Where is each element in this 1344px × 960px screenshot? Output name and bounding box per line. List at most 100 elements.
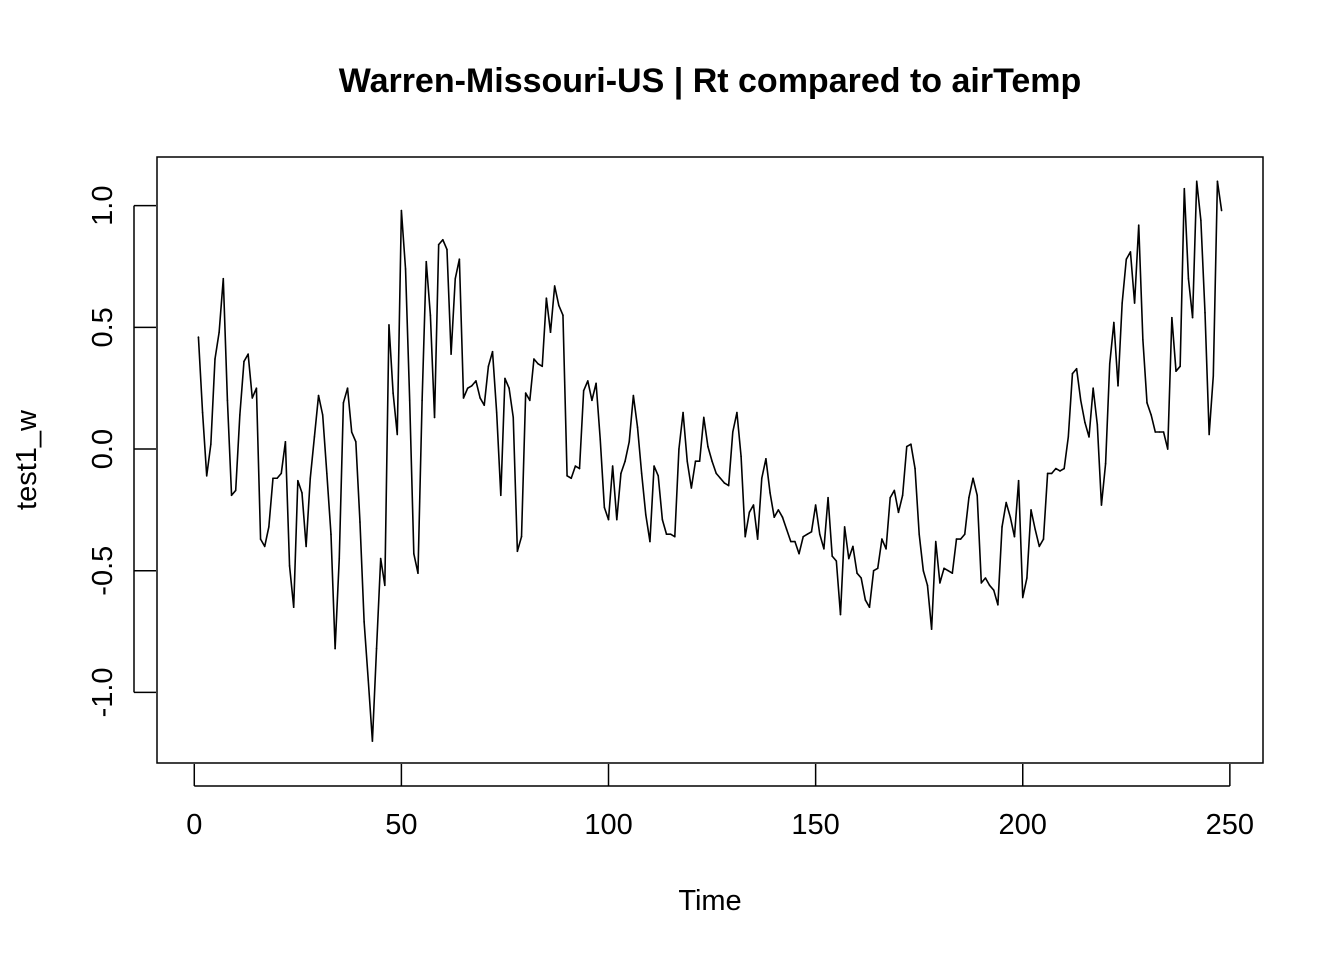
data-point-81 bbox=[529, 399, 531, 402]
data-point-240 bbox=[1187, 277, 1190, 280]
data-point-176 bbox=[922, 569, 925, 572]
data-point-76 bbox=[508, 387, 510, 390]
data-point-231 bbox=[1150, 414, 1152, 416]
y-tick-label: 1.0 bbox=[87, 186, 119, 226]
data-point-108 bbox=[640, 472, 643, 475]
data-point-203 bbox=[1034, 528, 1036, 531]
data-point-132 bbox=[740, 455, 742, 458]
data-point-102 bbox=[616, 518, 618, 521]
data-point-49 bbox=[396, 433, 399, 436]
data-point-196 bbox=[1005, 501, 1007, 504]
data-point-7 bbox=[222, 277, 225, 280]
chart-title: Warren-Missouri-US | Rt compared to airT… bbox=[339, 62, 1082, 100]
data-point-160 bbox=[856, 572, 858, 574]
data-point-194 bbox=[997, 604, 999, 606]
data-point-63 bbox=[454, 277, 457, 280]
data-point-65 bbox=[462, 397, 465, 399]
data-point-171 bbox=[901, 494, 904, 497]
data-point-197 bbox=[1009, 516, 1012, 518]
data-point-153 bbox=[827, 496, 829, 499]
data-point-15 bbox=[255, 387, 258, 390]
data-point-103 bbox=[620, 472, 622, 475]
data-point-86 bbox=[549, 331, 552, 334]
data-point-121 bbox=[694, 460, 697, 463]
data-point-111 bbox=[653, 465, 655, 467]
data-point-125 bbox=[711, 460, 713, 463]
data-point-163 bbox=[868, 606, 871, 609]
data-point-230 bbox=[1146, 402, 1148, 404]
data-point-47 bbox=[388, 324, 390, 326]
data-point-131 bbox=[736, 411, 738, 414]
data-point-198 bbox=[1013, 535, 1016, 538]
data-point-114 bbox=[665, 533, 668, 536]
data-point-45 bbox=[379, 557, 382, 560]
data-point-74 bbox=[500, 494, 502, 497]
data-point-27 bbox=[305, 545, 307, 548]
data-point-50 bbox=[400, 209, 403, 212]
data-point-148 bbox=[806, 533, 809, 536]
data-point-211 bbox=[1067, 436, 1070, 438]
data-point-130 bbox=[731, 431, 734, 433]
data-point-32 bbox=[326, 472, 328, 475]
data-point-120 bbox=[690, 487, 693, 489]
data-point-68 bbox=[475, 380, 477, 382]
data-point-5 bbox=[214, 358, 216, 360]
data-point-247 bbox=[1216, 180, 1219, 183]
data-point-235 bbox=[1166, 448, 1169, 450]
data-point-164 bbox=[872, 569, 875, 572]
x-tick-label: 0 bbox=[186, 809, 202, 841]
data-point-170 bbox=[897, 511, 900, 514]
data-point-188 bbox=[972, 477, 974, 480]
data-point-115 bbox=[669, 533, 672, 536]
data-point-191 bbox=[984, 577, 987, 579]
data-point-147 bbox=[802, 535, 804, 538]
data-point-229 bbox=[1142, 338, 1144, 341]
data-point-31 bbox=[321, 414, 324, 416]
data-point-226 bbox=[1129, 251, 1132, 253]
data-point-177 bbox=[926, 584, 929, 587]
data-point-35 bbox=[338, 557, 341, 560]
data-point-75 bbox=[504, 377, 506, 380]
data-point-214 bbox=[1079, 399, 1082, 402]
data-point-38 bbox=[350, 431, 353, 433]
data-point-228 bbox=[1137, 224, 1140, 226]
data-point-210 bbox=[1063, 467, 1065, 470]
data-point-84 bbox=[541, 365, 544, 368]
data-point-234 bbox=[1162, 431, 1165, 433]
data-point-54 bbox=[417, 572, 419, 574]
data-point-118 bbox=[682, 411, 684, 414]
data-point-227 bbox=[1133, 302, 1136, 304]
data-point-46 bbox=[384, 584, 386, 587]
y-tick-label: 0.5 bbox=[87, 307, 119, 347]
data-point-178 bbox=[930, 628, 933, 630]
data-point-202 bbox=[1030, 509, 1032, 511]
data-point-28 bbox=[309, 477, 312, 480]
data-point-109 bbox=[644, 513, 647, 516]
data-point-92 bbox=[574, 465, 577, 467]
data-point-222 bbox=[1113, 321, 1115, 324]
data-point-192 bbox=[988, 584, 991, 587]
data-point-187 bbox=[968, 496, 970, 499]
data-point-19 bbox=[272, 477, 274, 480]
data-point-71 bbox=[487, 365, 490, 368]
data-point-25 bbox=[297, 479, 299, 482]
data-point-218 bbox=[1096, 423, 1099, 426]
data-point-61 bbox=[446, 248, 448, 251]
data-point-206 bbox=[1046, 472, 1049, 475]
data-point-98 bbox=[599, 438, 602, 441]
data-point-48 bbox=[392, 392, 394, 394]
data-point-80 bbox=[524, 392, 527, 394]
data-point-172 bbox=[905, 445, 908, 448]
data-point-16 bbox=[259, 538, 262, 540]
data-point-159 bbox=[852, 545, 854, 548]
data-point-185 bbox=[959, 538, 962, 540]
data-point-78 bbox=[516, 550, 519, 553]
data-point-189 bbox=[976, 494, 978, 497]
data-point-224 bbox=[1121, 302, 1123, 304]
data-point-168 bbox=[889, 496, 891, 499]
data-point-57 bbox=[429, 314, 432, 316]
data-point-216 bbox=[1088, 436, 1090, 438]
data-point-42 bbox=[367, 679, 370, 682]
data-point-208 bbox=[1055, 467, 1057, 470]
data-point-149 bbox=[810, 531, 813, 533]
